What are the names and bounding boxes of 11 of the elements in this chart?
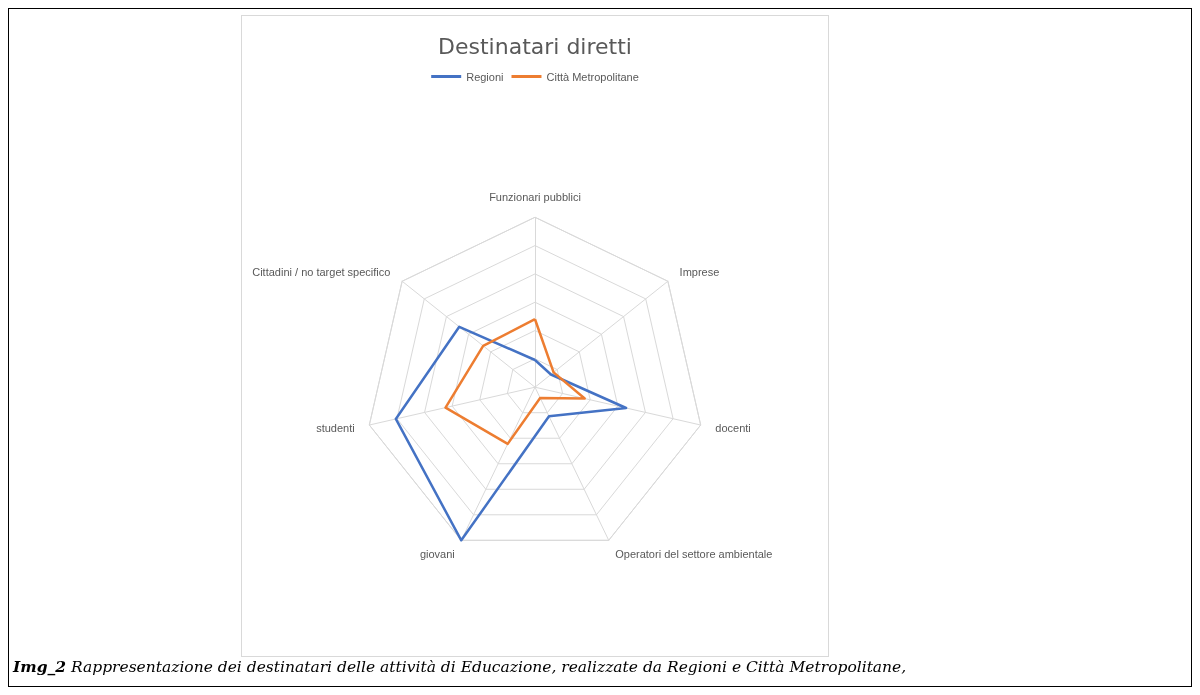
spoke-label: Operatori del settore ambientale (615, 547, 773, 560)
spoke-label: studenti (316, 422, 355, 435)
text: Img_2 Rappresentazione dei destinatari delle attività di Educazione, realizzate da Regioni e Città Metropolitane, (13, 657, 907, 676)
spoke-label: docenti (715, 422, 751, 435)
chart-title: Destinatari diretti (438, 33, 632, 59)
spoke-label: Funzionari pubblici (489, 190, 581, 203)
spoke-label: Imprese (679, 265, 720, 278)
spoke-label: Cittadini / no target specifico (252, 265, 391, 278)
spoke-label: giovani (419, 547, 455, 560)
legend-label: Regioni (466, 70, 504, 83)
legend-label: Città Metropolitane (546, 70, 639, 83)
